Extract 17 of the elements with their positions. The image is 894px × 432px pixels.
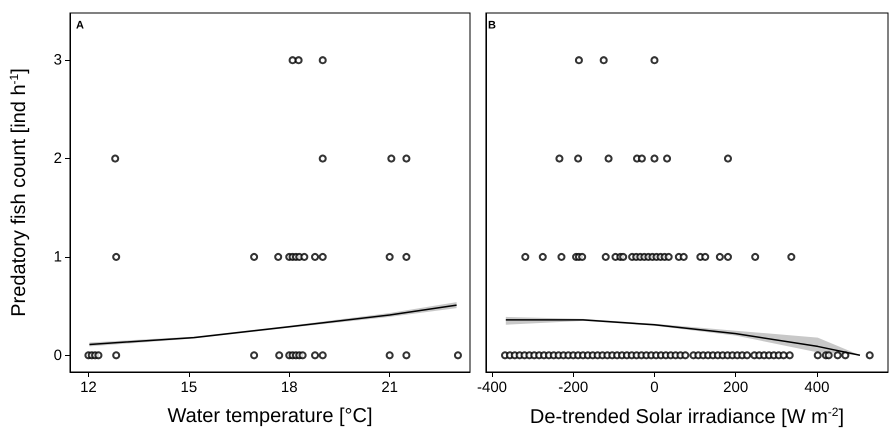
text: A (76, 20, 84, 32)
y-tick-label: 3 (54, 52, 62, 69)
x-tick-label: 15 (180, 379, 198, 396)
text: B (488, 20, 496, 32)
x-tick-label: 200 (723, 379, 748, 396)
x-tick-label: -400 (476, 379, 508, 396)
x-tick-label: 12 (80, 379, 97, 396)
y-tick-label: 0 (54, 346, 62, 364)
y-tick-label: 2 (54, 150, 62, 168)
x-tick-label: 18 (280, 379, 298, 396)
x-axis-title: Water temperature [°C] (167, 405, 373, 427)
x-tick-label: -200 (558, 379, 588, 396)
x-tick-label: 0 (650, 379, 659, 396)
x-tick-label: 400 (804, 379, 830, 396)
y-axis-title: Predatory fish count [ind h-1] (7, 68, 30, 317)
x-tick-label: 21 (381, 379, 398, 396)
y-tick-label: 1 (54, 248, 62, 266)
